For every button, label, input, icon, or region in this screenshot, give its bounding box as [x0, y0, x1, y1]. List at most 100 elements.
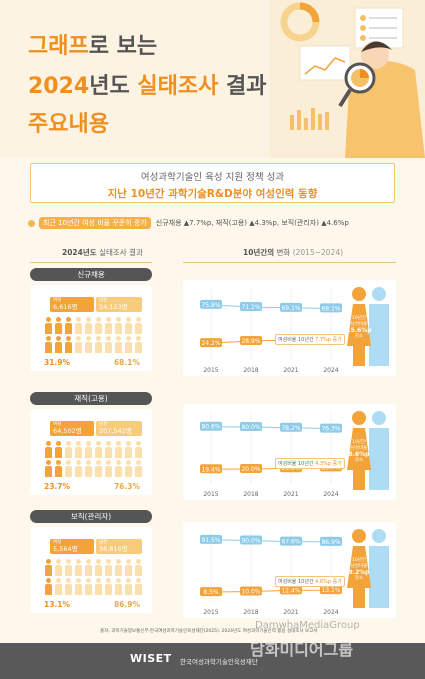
line-chart: 91.5% 90.0% 87.6% 86.9% 8.5% 10.0% 12.4% 13.1% 2… [200, 530, 342, 616]
male-person-icon [64, 460, 73, 478]
section-label: 신규채용 [30, 268, 152, 281]
female-data-label: 28.9% [241, 338, 260, 345]
female-figure-icon [347, 529, 371, 608]
female-data-point [240, 586, 262, 596]
increase-note: 여성비율 10년간 4.3%p 증가 [275, 458, 345, 469]
female-person-icon [44, 317, 53, 335]
male-person-icon [124, 441, 133, 459]
year-tick-label: 2021 [283, 491, 298, 498]
female-data-point [200, 587, 222, 597]
male-person-icon [84, 460, 93, 478]
male-person-icon [104, 441, 113, 459]
male-data-point [200, 299, 222, 309]
male-count-box: 남성 14,123명 [96, 297, 142, 312]
female-data-label: 12.4% [281, 587, 300, 594]
male-person-icon [54, 559, 63, 577]
trend-text: 신규채용 ▲7.7%p, 재직(고용) ▲4.3%p, 보직(관리자) ▲4.6… [155, 219, 349, 227]
female-person-icon [54, 441, 63, 459]
male-data-label: 69.1% [281, 305, 300, 312]
male-person-icon [104, 460, 113, 478]
watermark-latin: DamwhaMediaGroup [255, 620, 360, 631]
male-person-icon [134, 578, 143, 596]
male-data-label: 91.5% [201, 537, 220, 544]
section-label: 보직(관리자) [30, 510, 152, 523]
increase-note: 여성비율 10년간 7.7%p 증가 [275, 334, 345, 345]
male-data-label: 75.8% [201, 302, 220, 309]
people-icon-row [44, 441, 143, 459]
male-person-icon [64, 441, 73, 459]
year-tick-label: 2018 [243, 491, 258, 498]
male-data-label: 87.6% [281, 539, 300, 546]
year-tick-label: 2021 [283, 609, 298, 616]
male-data-label: 80.0% [241, 424, 260, 431]
female-figure-icon [347, 287, 371, 366]
section-trend-chart: 80.6%80.0%78.2%76.3%19.4%20.0%21.8%23.7%… [183, 404, 396, 500]
male-person-icon [104, 336, 113, 354]
male-person-icon [74, 317, 83, 335]
male-person-icon [84, 317, 93, 335]
bullet-icon [28, 219, 35, 227]
male-data-point [280, 422, 302, 432]
increase-note: 여성비율 10년간 4.6%p 증가 [275, 576, 345, 587]
subtitle-line-1: 여성과학기술인 육성 지원 정책 성과 [140, 172, 285, 183]
male-count-box: 남성 207,542명 [96, 421, 142, 436]
female-data-point [200, 464, 222, 474]
female-count-box: 여성 6,616명 [50, 297, 94, 312]
header-illustration [270, 0, 425, 158]
male-person-icon [124, 559, 133, 577]
male-data-label: 71.1% [241, 304, 260, 311]
female-data-point [240, 335, 262, 345]
female-data-point [280, 585, 302, 595]
male-data-label: 76.3% [321, 426, 340, 433]
subtitle-box: 여성과학기술인 육성 지원 정책 성과 지난 10년간 과학기술R&D분야 여성… [30, 163, 395, 203]
male-figure-icon [369, 287, 389, 366]
footer-bar [0, 643, 425, 679]
section-people-panel: 여성 5,564명 남성 36,816명 13.1% 86.9% [30, 527, 152, 613]
female-data-point [240, 464, 262, 473]
male-person-icon [94, 559, 103, 577]
female-count-box: 여성 5,564명 [50, 539, 94, 554]
female-figure-icon [347, 411, 371, 490]
watermark-korean: 담화미디어그룹 [250, 640, 354, 659]
female-percent: 13.1% [44, 600, 71, 609]
male-person-icon [74, 578, 83, 596]
female-person-icon [54, 460, 63, 478]
male-person-icon [114, 336, 123, 354]
male-data-label: 78.2% [281, 425, 300, 432]
female-data-point [320, 585, 342, 595]
year-tick-label: 2015 [203, 609, 218, 616]
male-data-label: 86.9% [321, 539, 340, 546]
female-data-label: 8.5% [203, 589, 219, 596]
divider [183, 262, 396, 263]
male-person-icon [64, 578, 73, 596]
male-data-point [200, 421, 222, 431]
male-count-box: 남성 36,816명 [96, 539, 142, 554]
section-trend-chart: 75.8%71.1%69.1%68.1%24.2%28.9%30.7%31.9%… [183, 280, 396, 376]
male-person-icon [64, 559, 73, 577]
female-count-box: 여성 64,502명 [50, 421, 94, 436]
title-line-2: 2024년도 실태조사 결과 [28, 74, 267, 99]
people-icon-row [44, 460, 143, 478]
female-person-icon [64, 336, 73, 354]
female-percent: 31.9% [44, 358, 71, 367]
male-person-icon [114, 559, 123, 577]
male-data-point [320, 303, 342, 313]
trend-summary: 최근 10년간 여성 비율 꾸준히 증가 신규채용 ▲7.7%p, 재직(고용)… [28, 216, 400, 230]
male-person-icon [134, 441, 143, 459]
source-note: 출처: 과학기술정보통신부·한국여성과학기술인육성재단(2025). 2024년… [100, 629, 318, 634]
male-person-icon [74, 559, 83, 577]
female-data-label: 13.1% [321, 587, 340, 594]
male-data-label: 90.0% [241, 538, 260, 545]
male-person-icon [94, 336, 103, 354]
male-person-icon [124, 336, 133, 354]
male-data-point [240, 535, 262, 545]
male-percent: 86.9% [113, 600, 140, 609]
male-data-point [320, 536, 342, 546]
male-person-icon [74, 460, 83, 478]
male-person-icon [134, 559, 143, 577]
male-person-icon [114, 317, 123, 335]
male-person-icon [134, 317, 143, 335]
header-banner: 그래프로 보는 2024년도 실태조사 결과 주요내용 [0, 0, 425, 158]
male-person-icon [114, 460, 123, 478]
divider [30, 262, 152, 263]
